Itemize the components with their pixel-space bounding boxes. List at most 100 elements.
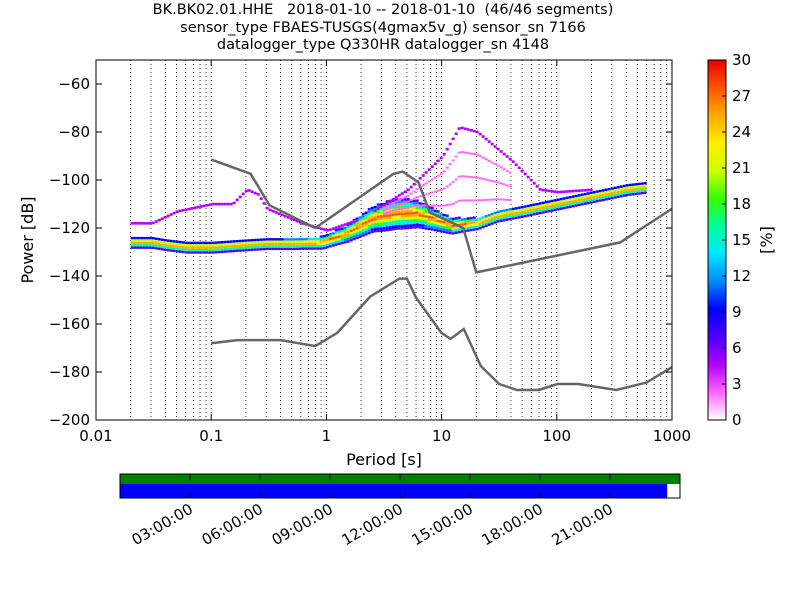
psd-cell (505, 216, 509, 219)
psd-cell (475, 220, 479, 224)
y-tick-label: −80 (58, 123, 90, 141)
psd-cell (469, 219, 473, 222)
psd-cell (409, 216, 413, 220)
psd-cell (439, 230, 443, 233)
psd-cell (598, 196, 602, 200)
psd-cell (298, 240, 302, 243)
psd-cell (145, 236, 149, 240)
psd-cell (403, 217, 407, 220)
psd-cell (496, 215, 500, 218)
psd-cell (634, 187, 638, 191)
psd-cell (436, 189, 440, 192)
psd-cell (583, 202, 587, 205)
psd-cell (403, 219, 407, 223)
psd-cell (454, 221, 458, 225)
psd-cell (487, 223, 491, 226)
psd-cell (382, 209, 386, 212)
psd-cell (514, 209, 518, 212)
psd-cell (295, 242, 299, 246)
psd-cell (142, 244, 146, 247)
psd-cell (355, 234, 359, 237)
psd-cell (193, 246, 197, 249)
psd-cell (568, 198, 572, 201)
psd-cell (367, 207, 371, 211)
psd-cell (373, 206, 377, 209)
psd-cell (448, 224, 452, 228)
psd-cell (391, 225, 395, 229)
psd-cell (559, 205, 563, 208)
psd-cell (364, 213, 368, 217)
psd-cell (547, 205, 551, 208)
colorbar-tick-label: 0 (732, 411, 742, 429)
psd-cell (223, 240, 227, 244)
psd-cell (310, 244, 314, 248)
psd-cell (484, 158, 488, 161)
psd-cell (364, 216, 368, 219)
colorbar-tick-label: 12 (732, 267, 751, 285)
psd-cell (301, 240, 305, 243)
psd-cell (625, 191, 629, 194)
psd-cell (598, 192, 602, 195)
psd-cell (319, 240, 323, 243)
psd-cell (460, 227, 464, 231)
psd-cell (211, 202, 215, 206)
psd-cell (238, 239, 242, 243)
psd-cell (484, 215, 488, 218)
psd-cell (265, 206, 269, 210)
psd-cell (373, 215, 377, 219)
psd-cell (226, 243, 230, 246)
psd-cell (370, 230, 374, 234)
psd-cell (625, 186, 629, 189)
psd-cell (331, 239, 335, 242)
psd-cell (358, 223, 362, 226)
psd-cell (310, 247, 314, 250)
psd-cell (466, 226, 470, 230)
psd-cell (232, 201, 236, 205)
psd-cell (361, 231, 365, 235)
psd-cell (349, 227, 353, 230)
psd-cell (619, 187, 623, 191)
psd-cell (388, 204, 392, 207)
psd-cell (568, 189, 572, 193)
psd-cell (544, 205, 548, 209)
psd-cell (643, 186, 647, 190)
psd-cell (187, 251, 191, 254)
psd-cell (532, 181, 536, 185)
psd-cell (202, 251, 206, 254)
data-bar (120, 484, 668, 498)
psd-cell (313, 242, 317, 245)
psd-cell (442, 223, 446, 226)
psd-cell (535, 210, 539, 213)
psd-cell (436, 219, 440, 223)
psd-cell (469, 199, 473, 202)
psd-cell (169, 239, 173, 243)
psd-cell (487, 159, 491, 162)
psd-cell (502, 198, 506, 201)
noise-model-line (210, 158, 672, 274)
psd-cell (373, 218, 377, 221)
psd-cell (199, 205, 203, 208)
psd-cell (643, 191, 647, 195)
psd-cell (424, 224, 428, 228)
psd-cell (157, 218, 161, 222)
psd-cell (514, 216, 518, 220)
psd-cell (424, 212, 428, 216)
psd-cell (490, 215, 494, 218)
psd-cell (529, 178, 533, 182)
psd-cell (424, 222, 428, 225)
psd-cell (331, 227, 335, 230)
psd-cell (517, 206, 521, 209)
psd-cell (415, 201, 419, 205)
psd-cell (562, 199, 566, 203)
psd-cell (493, 180, 497, 183)
psd-cell (412, 206, 416, 210)
psd-cell (550, 189, 554, 193)
psd-cell (364, 218, 368, 222)
psd-cell (538, 211, 542, 215)
psd-cell (382, 214, 386, 218)
psd-cell (235, 244, 239, 248)
psd-cell (559, 202, 563, 206)
psd-cell (196, 248, 200, 252)
psd-cell (250, 238, 254, 242)
psd-cell (469, 224, 473, 227)
